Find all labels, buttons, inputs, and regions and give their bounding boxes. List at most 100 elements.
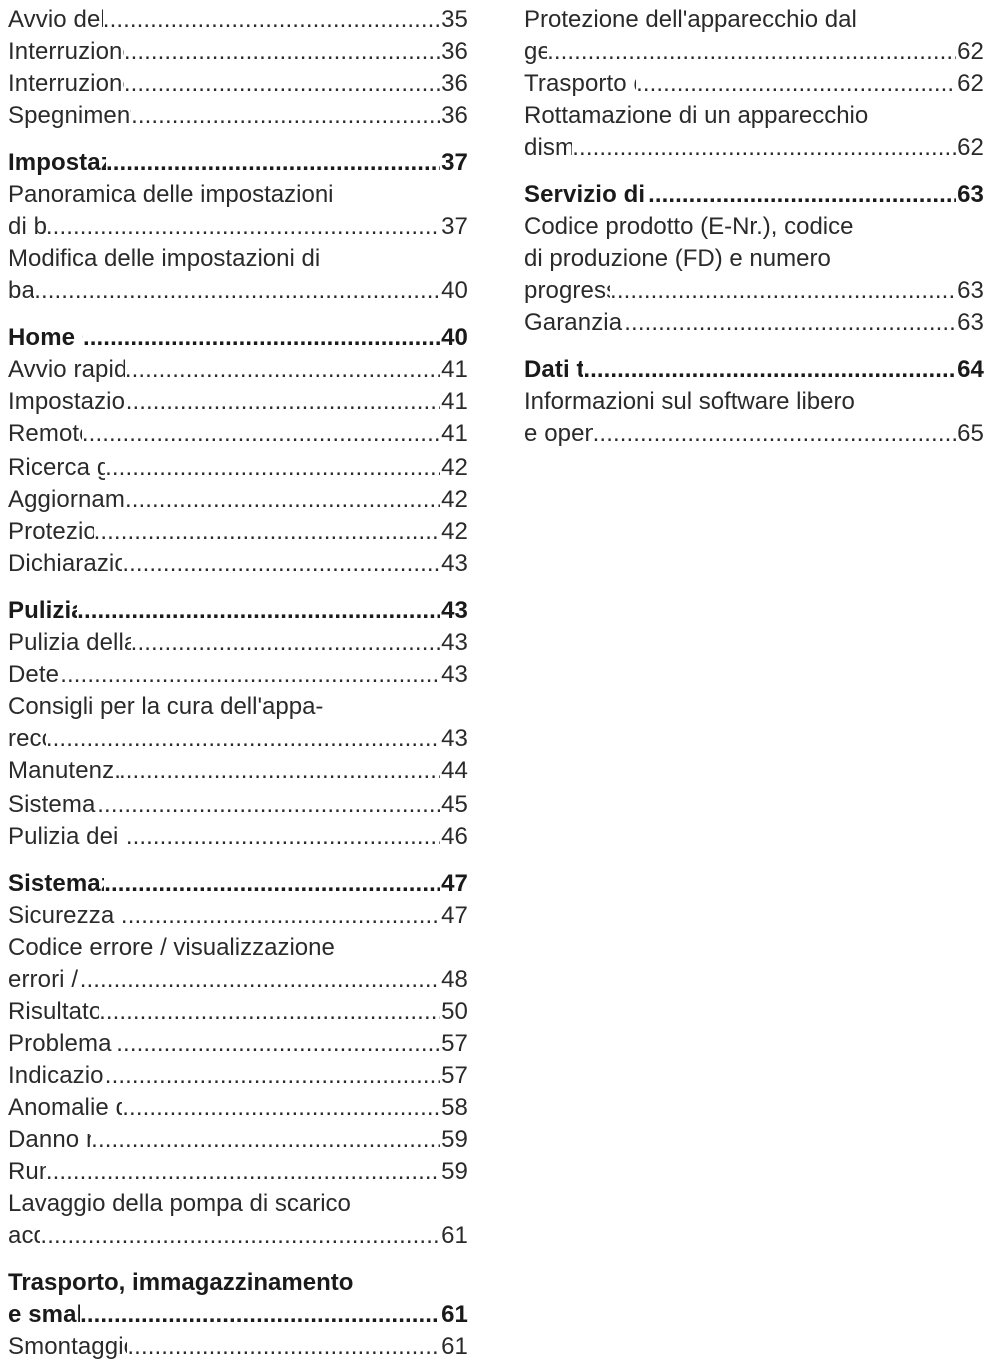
toc-entry-text: Spegnimento dell'apparecchio — [8, 102, 131, 129]
toc-page-number: 59 — [441, 1126, 468, 1153]
toc-page-number: 42 — [441, 518, 468, 545]
toc-section-dati: Dati tecnici 64 Informazioni sul software… — [524, 354, 984, 450]
toc-entry[interactable]: Aggiornamento del software 42 — [8, 484, 468, 516]
toc-entry-text: e open source — [524, 420, 593, 447]
toc-entry[interactable]: Protezione dei dati 42 — [8, 516, 468, 548]
toc-entry-text-line: Modifica delle impostazioni di — [8, 245, 321, 272]
toc-page-number: 61 — [441, 1333, 468, 1360]
toc-page-number: 61 — [441, 1301, 468, 1328]
toc-leader — [46, 723, 440, 755]
toc-page-number: 37 — [441, 213, 468, 240]
toc-page-number: 44 — [441, 757, 468, 784]
toc-leader — [126, 821, 440, 853]
toc-entry-text: Manutenz. apparecchio — [8, 755, 119, 789]
toc-entry[interactable]: Interruzione del programma 36 — [8, 68, 468, 100]
toc-entry[interactable]: Trasporto dell’apparecchio 62 — [524, 68, 984, 100]
toc-entry[interactable]: Anomalie di funzionamento 58 — [8, 1092, 468, 1124]
toc-leader — [40, 1220, 440, 1252]
toc-page-number: 50 — [441, 998, 468, 1025]
toc-entry[interactable]: Ricerca guasti remota 42 — [8, 452, 468, 484]
toc-entry-text-line: Consigli per la cura dell'appa- — [8, 693, 324, 720]
toc-leader — [83, 322, 440, 354]
toc-entry[interactable]: Risultato di lavaggio 50 — [8, 996, 468, 1028]
toc-right-top-group: Protezione dell'apparecchio dal gelo 62 T… — [524, 4, 984, 164]
toc-entry-text: Garanzia AQUA-STOP — [524, 309, 624, 336]
toc-entry[interactable]: progressivo (Z-Nr.) 63 — [524, 275, 984, 307]
toc-entry-text-line: Lavaggio della pompa di scarico — [8, 1190, 351, 1217]
toc-leader — [610, 275, 956, 307]
toc-leader — [127, 1331, 440, 1363]
toc-entry-text: Detergenti — [8, 661, 60, 688]
toc-section-heading[interactable]: Home Connect 40 — [8, 322, 468, 354]
toc-left-column: Avvio del programma 35 Interruzione del p… — [8, 4, 468, 1363]
toc-entry[interactable]: Sicurezza dell'apparecchio 47 — [8, 900, 468, 932]
toc-leader — [105, 1060, 440, 1092]
toc-section-heading[interactable]: Servizio di assistenza clienti 63 — [524, 179, 984, 211]
toc-entry[interactable]: di base 37 — [8, 211, 468, 243]
toc-leader — [125, 484, 440, 516]
toc-heading-text: Home Connect — [8, 324, 83, 351]
toc-leader — [116, 1028, 440, 1060]
toc-entry-text-line: Panoramica delle impostazioni — [8, 181, 334, 208]
toc-leader — [547, 36, 956, 68]
toc-page-number: 41 — [441, 420, 468, 447]
toc-leader — [648, 179, 956, 211]
toc-entry[interactable]: base 40 — [8, 275, 468, 307]
toc-entry[interactable]: Spegnimento dell'apparecchio 36 — [8, 100, 468, 132]
toc-entry-text: progressivo (Z-Nr.) — [524, 277, 610, 304]
toc-entry[interactable]: errori / segnale 48 — [8, 964, 468, 996]
toc-page-number: 36 — [441, 38, 468, 65]
toc-entry-text: Indicazioni sul display — [8, 1062, 105, 1089]
toc-page-number: 57 — [441, 1062, 468, 1089]
toc-leader — [122, 548, 440, 580]
toc-entry[interactable]: acqua 61 — [8, 1220, 468, 1252]
toc-entry[interactable]: e open source 65 — [524, 418, 984, 450]
toc-section-pulizia: Pulizia e cura 43 Pulizia della vasca di … — [8, 595, 468, 853]
toc-entry[interactable]: Dichiarazione di conformità 43 — [8, 548, 468, 580]
toc-entry[interactable]: Garanzia AQUA-STOP 63 — [524, 307, 984, 339]
toc-entry-text: Ricerca guasti remota — [8, 454, 106, 481]
toc-leader — [124, 36, 440, 68]
toc-section-heading[interactable]: Impostazioni di base 37 — [8, 147, 468, 179]
toc-page-number: 42 — [441, 454, 468, 481]
toc-entry[interactable]: Avvio rapido Home Connect 41 — [8, 354, 468, 386]
toc-section-heading[interactable]: Sistemazione guasti 47 — [8, 868, 468, 900]
toc-heading-text: Sistemazione guasti — [8, 870, 104, 897]
toc-entry-text: Aggiornamento del software — [8, 486, 125, 513]
toc-section-trasporto: Trasporto, immagazzinamento e smaltiment… — [8, 1267, 468, 1363]
toc-leader — [572, 132, 956, 164]
toc-entry[interactable]: Interruzione del programma 36 — [8, 36, 468, 68]
toc-entry[interactable]: Problema Home Connect 57 — [8, 1028, 468, 1060]
toc-entry-text: Avvio del programma — [8, 6, 103, 33]
toc-entry-text-line: di produzione (FD) e numero — [524, 245, 831, 272]
toc-leader — [103, 4, 440, 36]
toc-leader — [77, 595, 440, 627]
toc-section-heading[interactable]: e smaltimento 61 — [8, 1299, 468, 1331]
toc-entry[interactable]: Pulizia della vasca di lavaggio 43 — [8, 627, 468, 659]
toc-entry[interactable]: gelo 62 — [524, 36, 984, 68]
toc-entry[interactable]: Remote Start 41 — [8, 418, 468, 452]
toc-entry[interactable]: dismesso 62 — [524, 132, 984, 164]
toc-entry-text-line: Informazioni sul software libero — [524, 388, 855, 415]
toc-entry[interactable]: Danno meccanico 59 — [8, 1124, 468, 1156]
toc-entry[interactable]: Manutenz. apparecchio 44 — [8, 755, 468, 789]
toc-section-heading[interactable]: Pulizia e cura 43 — [8, 595, 468, 627]
toc-page-number: 41 — [441, 356, 468, 383]
toc-entry-text: gelo — [524, 38, 548, 65]
toc-leader — [119, 755, 440, 787]
toc-entry[interactable]: Avvio del programma 35 — [8, 4, 468, 36]
toc-entry[interactable]: Detergenti 43 — [8, 659, 468, 691]
toc-leader — [593, 418, 956, 450]
toc-leader — [636, 68, 956, 100]
toc-entry[interactable]: Smontaggio dell'apparecchio 61 — [8, 1331, 468, 1363]
toc-entry[interactable]: Sistema di filtraggio 45 — [8, 789, 468, 821]
toc-entry[interactable]: Pulizia dei bracci di lavaggio 46 — [8, 821, 468, 853]
toc-section-heading[interactable]: Dati tecnici 64 — [524, 354, 984, 386]
toc-entry-text: Sicurezza dell'apparecchio — [8, 902, 121, 929]
toc-entry-text: Pulizia della vasca di lavaggio — [8, 629, 131, 656]
toc-entry[interactable]: recchio 43 — [8, 723, 468, 755]
toc-entry[interactable]: Rumori 59 — [8, 1156, 468, 1188]
toc-heading-text: Dati tecnici — [524, 356, 584, 383]
toc-entry[interactable]: Indicazioni sul display 57 — [8, 1060, 468, 1092]
toc-entry[interactable]: Impostazioni Home Connect 41 — [8, 386, 468, 418]
